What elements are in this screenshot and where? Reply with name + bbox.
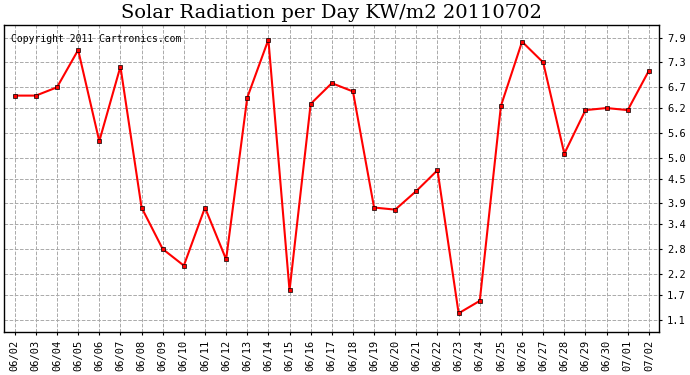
Text: Copyright 2011 Cartronics.com: Copyright 2011 Cartronics.com xyxy=(11,34,181,44)
Title: Solar Radiation per Day KW/m2 20110702: Solar Radiation per Day KW/m2 20110702 xyxy=(121,4,542,22)
